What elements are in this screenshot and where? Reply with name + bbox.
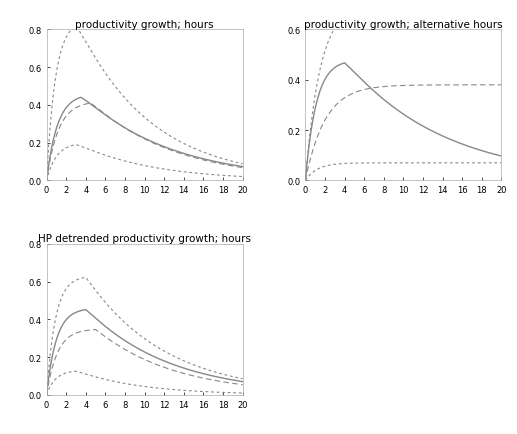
Title: HP detrended productivity growth; hours: HP detrended productivity growth; hours [38,233,251,243]
Title: productivity growth; alternative hours: productivity growth; alternative hours [304,20,503,30]
Title: productivity growth; hours: productivity growth; hours [75,20,214,30]
